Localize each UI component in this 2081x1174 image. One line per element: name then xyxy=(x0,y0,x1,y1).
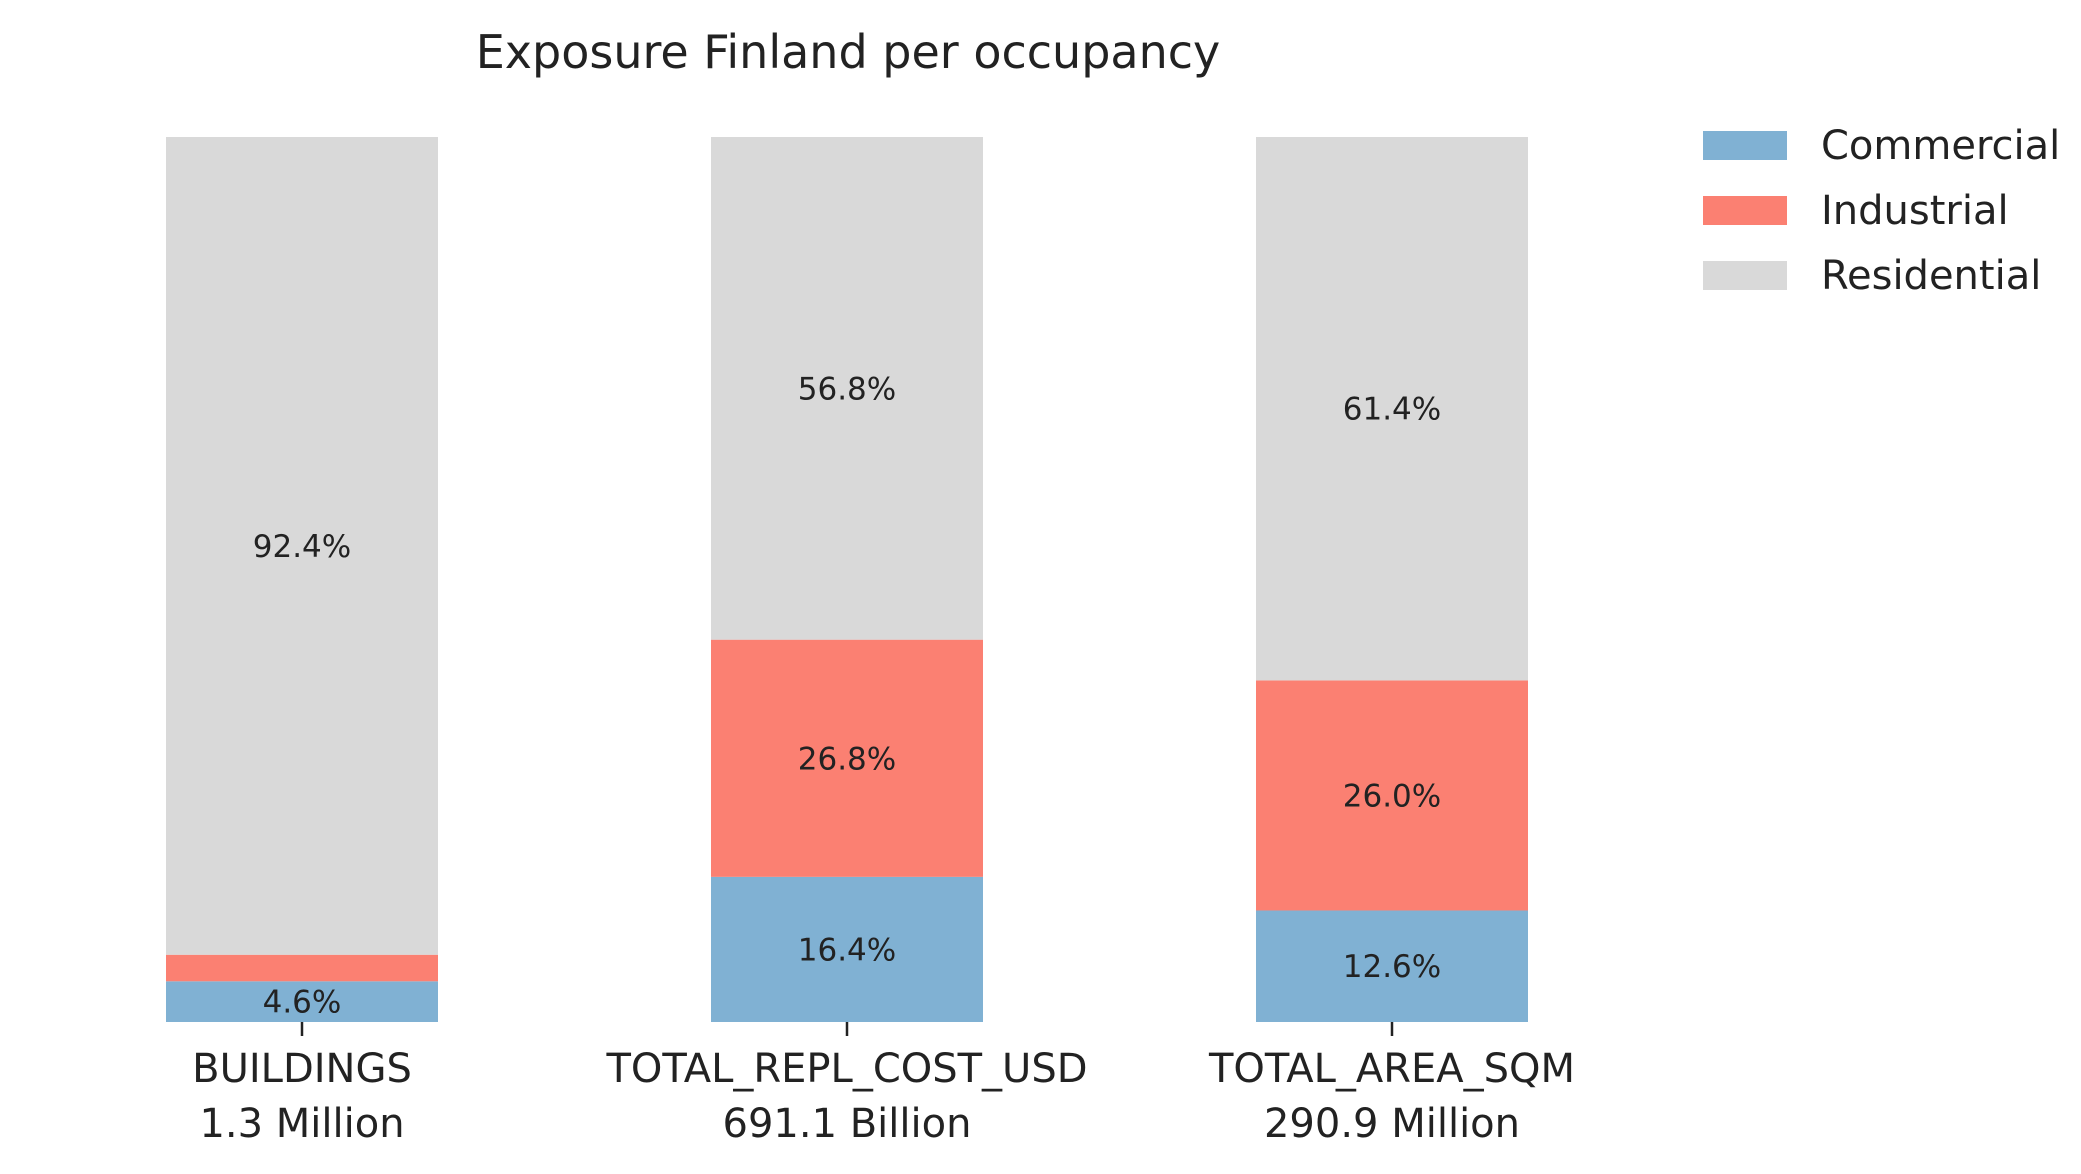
data-label-commercial-total-repl-cost-usd: 16.4% xyxy=(798,932,896,968)
x-tick-label-total: 1.3 Million xyxy=(199,1101,404,1147)
legend-label-industrial: Industrial xyxy=(1821,188,2009,234)
bar-segment-industrial-total-area-sqm xyxy=(1256,680,1528,911)
legend-swatch-commercial xyxy=(1703,131,1787,160)
bar-segment-residential-buildings xyxy=(166,137,438,955)
data-label-residential-total-repl-cost-usd: 56.8% xyxy=(798,371,896,407)
bar-segment-industrial-buildings xyxy=(166,954,438,982)
data-label-industrial-total-repl-cost-usd: 26.8% xyxy=(798,741,896,777)
data-labels-layer: 4.6% 92.4% 16.4% 26.8% 56.8% 12.6% 26.0% 61.4% xyxy=(253,371,1441,1020)
bar-segment-commercial-total-repl-cost-usd xyxy=(711,876,983,1022)
x-axis: BUILDINGS 1.3 Million TOTAL_REPL_COST_USD 6… xyxy=(192,1022,1575,1147)
data-label-industrial-total-area-sqm: 26.0% xyxy=(1343,778,1441,814)
legend-item-residential: Residential xyxy=(1703,253,2041,299)
legend-item-industrial: Industrial xyxy=(1703,188,2009,234)
x-tick-label-category: TOTAL_REPL_COST_USD xyxy=(605,1046,1087,1092)
legend: Commercial Industrial Residential xyxy=(1703,123,2060,299)
legend-label-commercial: Commercial xyxy=(1821,123,2060,169)
x-tick-label-category: TOTAL_AREA_SQM xyxy=(1208,1046,1575,1092)
data-label-residential-total-area-sqm: 61.4% xyxy=(1343,392,1441,428)
legend-label-residential: Residential xyxy=(1821,253,2041,299)
data-label-commercial-total-area-sqm: 12.6% xyxy=(1343,949,1441,985)
chart-title: Exposure Finland per occupancy xyxy=(476,25,1221,79)
bar-segment-commercial-total-area-sqm xyxy=(1256,910,1528,1022)
data-label-residential-buildings: 92.4% xyxy=(253,529,351,565)
data-label-commercial-buildings: 4.6% xyxy=(263,985,342,1021)
x-tick-label-total: 290.9 Million xyxy=(1264,1101,1520,1147)
legend-swatch-industrial xyxy=(1703,196,1787,225)
x-tick-label-total: 691.1 Billion xyxy=(723,1101,972,1147)
bar-segment-commercial-buildings xyxy=(166,981,438,1022)
legend-swatch-residential xyxy=(1703,261,1787,290)
x-tick-label-category: BUILDINGS xyxy=(192,1046,412,1092)
bar-segment-residential-total-area-sqm xyxy=(1256,137,1528,681)
legend-item-commercial: Commercial xyxy=(1703,123,2060,169)
bar-segment-residential-total-repl-cost-usd xyxy=(711,137,983,640)
bar-segment-industrial-total-repl-cost-usd xyxy=(711,639,983,877)
bars-layer xyxy=(166,137,1528,1022)
